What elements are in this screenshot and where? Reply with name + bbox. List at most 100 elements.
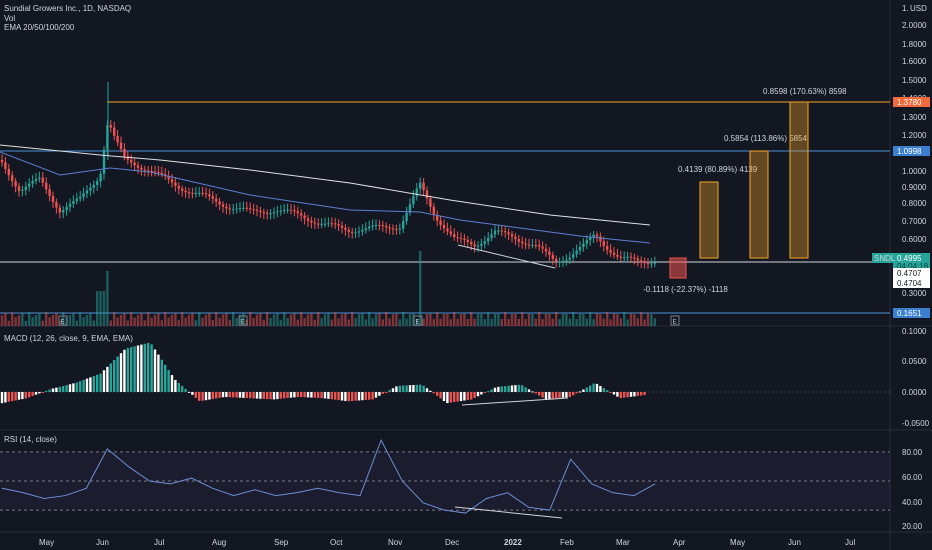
volume-bar — [551, 318, 554, 326]
candle-body — [320, 223, 323, 225]
macd-bar — [578, 391, 582, 393]
volume-bar — [11, 312, 14, 326]
volume-bar — [34, 315, 38, 326]
macd-bar — [14, 392, 17, 401]
macd-bar — [31, 392, 34, 396]
candle-body — [317, 223, 320, 225]
macd-bar — [419, 384, 422, 392]
macd-bar — [194, 392, 197, 398]
candle-body — [517, 239, 520, 242]
candle-body — [456, 237, 459, 239]
candle-body — [612, 252, 616, 255]
volume-bar — [340, 314, 344, 326]
candle-body — [640, 260, 643, 263]
rsi-tick: 80.00 — [902, 448, 923, 457]
candle-body — [208, 194, 211, 197]
candle-body — [181, 188, 184, 191]
macd-bar — [96, 374, 99, 392]
macd-bar — [136, 345, 140, 392]
volume-bar — [578, 313, 582, 326]
volume-bar — [21, 312, 24, 326]
macd-bar — [164, 364, 167, 392]
volume-bar — [194, 320, 197, 326]
macd-tick: 0.1000 — [902, 327, 927, 336]
volume-bar — [177, 320, 180, 326]
volume-bar — [153, 314, 157, 326]
volume-bar — [48, 317, 51, 326]
macd-bar — [255, 392, 259, 399]
volume-bar — [293, 313, 296, 326]
volume-bar — [378, 313, 381, 326]
macd-bar — [422, 385, 425, 392]
macd-bar — [259, 392, 262, 399]
macd-bar — [283, 392, 286, 399]
macd-bar — [0, 392, 4, 404]
price-countdown-bg — [893, 261, 930, 271]
macd-bar — [378, 392, 381, 396]
price-tick: 0.8000 — [902, 199, 927, 208]
volume-bar — [514, 313, 517, 326]
macd-bar — [415, 384, 418, 392]
volume-bar — [310, 313, 313, 326]
volume-bar — [140, 313, 143, 326]
candle-body — [82, 193, 85, 197]
volume-bar — [102, 291, 106, 326]
macd-bar — [279, 392, 282, 399]
macd-bar — [405, 385, 408, 392]
macd-bar — [565, 392, 568, 398]
macd-bar — [17, 392, 21, 400]
volume-bar — [174, 313, 177, 326]
price-tick: 0.3000 — [902, 289, 927, 298]
candle-body — [279, 210, 282, 212]
price-tag-bottom: 0.1651 — [897, 309, 922, 318]
candle-body — [11, 175, 14, 182]
volume-bar — [279, 319, 282, 326]
macd-bar — [174, 379, 177, 392]
volume-bar — [650, 314, 653, 326]
macd-tick: 0.0500 — [902, 357, 927, 366]
volume-bar — [317, 312, 320, 326]
volume-bar — [402, 312, 405, 326]
candle-body — [130, 159, 133, 163]
volume-bar — [262, 319, 265, 326]
candle-body — [432, 206, 435, 215]
volume-bar — [51, 315, 55, 326]
volume-bar — [368, 312, 371, 326]
candle-body — [436, 214, 439, 221]
price-tag-low-bg — [893, 278, 930, 288]
time-tick: Apr — [673, 538, 686, 547]
candle-body — [242, 207, 245, 209]
candle-body — [334, 223, 337, 225]
candle-body — [249, 208, 252, 210]
projection-label: 0.4139 (80.89%) 4139 — [678, 165, 758, 174]
macd-bar — [170, 375, 174, 392]
macd-bar — [48, 389, 51, 392]
volume-bar — [272, 314, 276, 326]
macd-bar — [211, 392, 214, 400]
price-tag-current: 0.4995 — [897, 254, 922, 263]
macd-bar — [123, 349, 126, 392]
macd-bar — [133, 346, 136, 392]
volume-bar — [82, 317, 85, 326]
volume-bar — [14, 317, 17, 326]
volume-bar — [286, 318, 289, 326]
candle-body — [337, 224, 340, 226]
volume-bar — [255, 314, 259, 326]
volume-bar — [646, 313, 650, 326]
macd-bar — [432, 392, 435, 394]
volume-bar — [235, 317, 238, 326]
ema-100-line — [0, 151, 651, 244]
rsi-trendline — [454, 506, 563, 519]
macd-bar — [388, 390, 391, 392]
earnings-marker-box — [670, 315, 680, 326]
macd-bar — [439, 392, 442, 399]
macd-bar — [337, 392, 340, 401]
candle-body — [476, 245, 480, 247]
volume-bar — [616, 314, 619, 326]
macd-bar — [402, 385, 405, 392]
macd-bar — [72, 383, 75, 392]
volume-bar — [187, 314, 191, 326]
candle-body — [269, 213, 272, 215]
volume-bar — [4, 312, 7, 326]
